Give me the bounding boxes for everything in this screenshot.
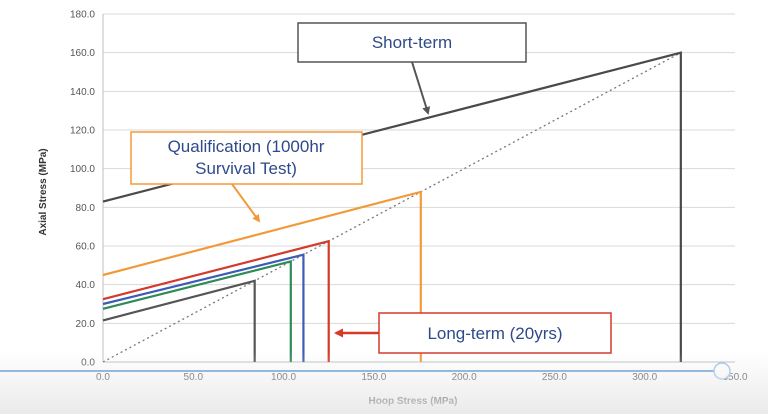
x-axis-title: Hoop Stress (MPa) xyxy=(369,396,458,407)
series-line-4 xyxy=(102,253,305,362)
series-line-2 xyxy=(102,190,422,362)
callout-qualification-arrow xyxy=(231,183,261,223)
x-tick-label: 250.0 xyxy=(542,372,567,383)
x-tick-label: 150.0 xyxy=(361,372,386,383)
y-axis-title: Axial Stress (MPa) xyxy=(38,148,49,235)
callout-qualification-box xyxy=(130,131,363,185)
y-tick-label: 140.0 xyxy=(70,87,95,98)
callout-short-term-arrow xyxy=(411,61,431,115)
x-tick-label: 100.0 xyxy=(271,372,296,383)
callout-qualification-label-line2: Survival Test) xyxy=(195,159,297,178)
callout-long-term-box xyxy=(378,312,612,354)
x-tick-label: 50.0 xyxy=(184,372,204,383)
callout-long-term: Long-term (20yrs) xyxy=(334,312,612,354)
y-tick-label: 20.0 xyxy=(76,319,96,330)
y-tick-label: 100.0 xyxy=(70,164,95,175)
y-tick-label: 0.0 xyxy=(81,358,95,369)
callout-qualification-label-line1: Qualification (1000hr xyxy=(168,137,325,156)
reference-line xyxy=(102,52,682,363)
callout-short-term: Short-term xyxy=(297,22,527,115)
axes xyxy=(102,14,735,363)
y-tick-label: 40.0 xyxy=(76,280,96,291)
y-tick-label: 60.0 xyxy=(76,242,96,253)
callout-short-term-label: Short-term xyxy=(372,33,452,52)
callout-qualification: Qualification (1000hr Survival Test) xyxy=(130,131,363,223)
x-tick-label: 0.0 xyxy=(96,372,110,383)
y-tick-label: 120.0 xyxy=(70,126,95,137)
progress-handle[interactable] xyxy=(713,362,731,380)
series-line-3 xyxy=(102,239,330,362)
y-tick-label: 180.0 xyxy=(70,10,95,21)
series-line-5 xyxy=(102,260,292,362)
y-tick-label: 160.0 xyxy=(70,48,95,59)
series-line-6 xyxy=(102,279,256,362)
y-tick-label: 80.0 xyxy=(76,203,96,214)
reference-dotted-line xyxy=(102,52,682,363)
x-tick-label: 200.0 xyxy=(452,372,477,383)
x-tick-label: 300.0 xyxy=(632,372,657,383)
callout-short-term-box xyxy=(297,22,527,63)
callout-long-term-label: Long-term (20yrs) xyxy=(427,324,562,343)
